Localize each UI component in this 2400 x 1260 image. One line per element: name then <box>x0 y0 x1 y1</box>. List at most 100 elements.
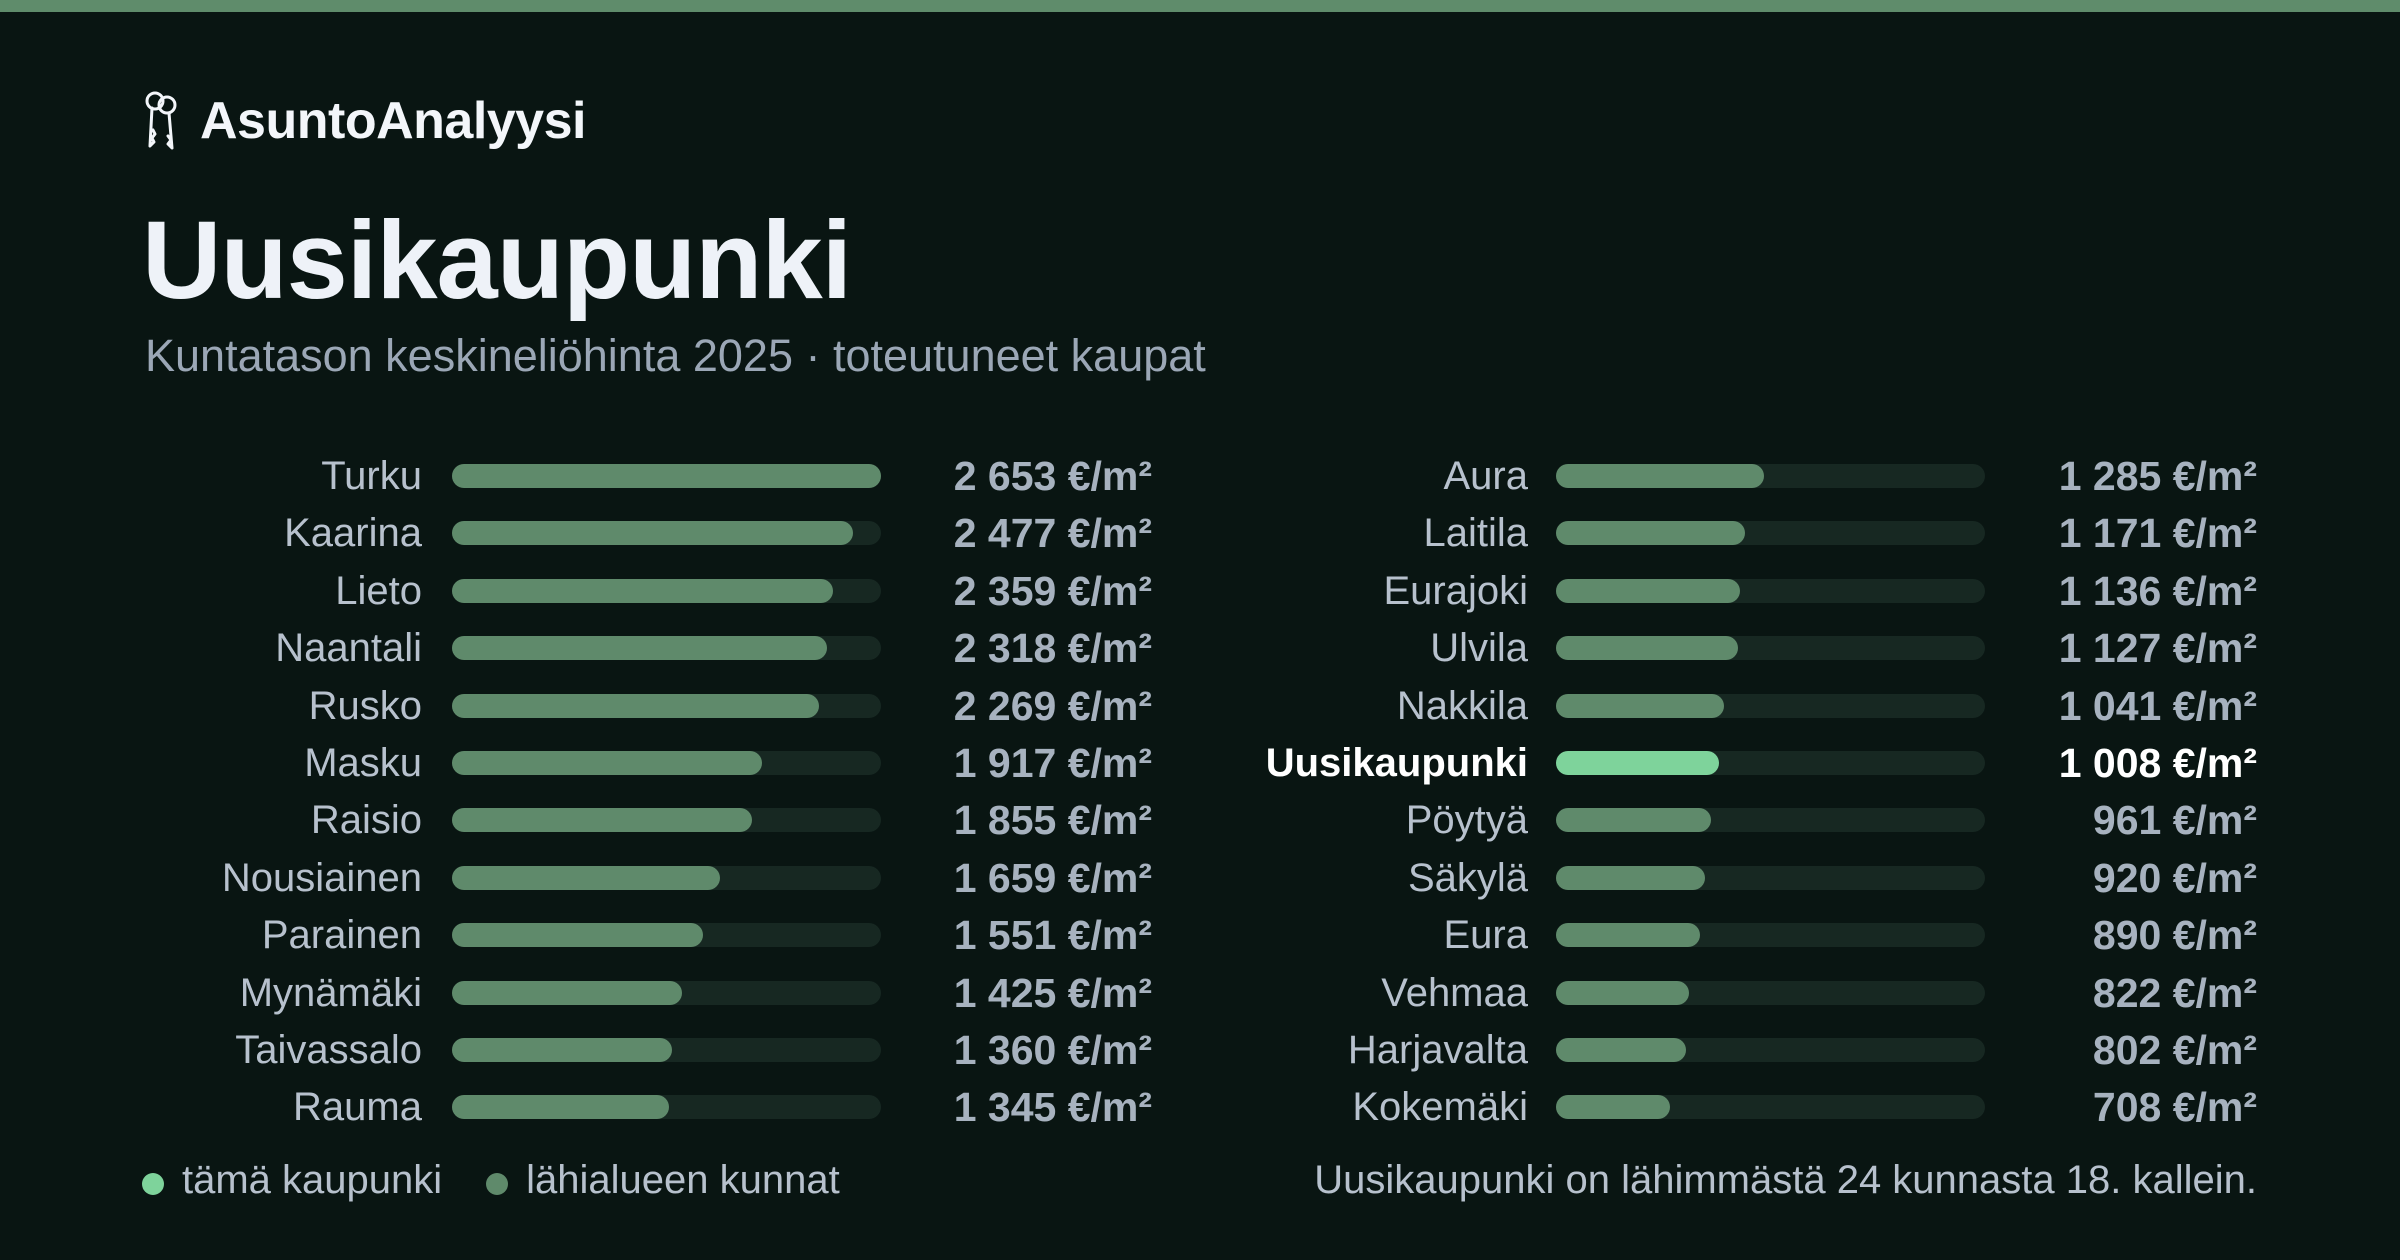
municipality-label: Lieto <box>335 569 422 613</box>
municipality-label: Turku <box>321 454 422 498</box>
value-label: 2 359 €/m² <box>953 568 1152 614</box>
chart-row: Harjavalta 802 €/m² <box>1245 1022 2257 1079</box>
bar <box>452 866 720 890</box>
value-label: 2 318 €/m² <box>953 625 1152 671</box>
municipality-label: Ulvila <box>1430 626 1528 670</box>
bar-track <box>1556 464 1985 488</box>
bar-track <box>452 579 881 603</box>
bar <box>1556 694 1724 718</box>
bar-track <box>1556 694 1985 718</box>
legend-dot-nearby <box>486 1173 509 1195</box>
brand: AsuntoAnalyysi <box>142 88 586 154</box>
municipality-label: Eura <box>1443 913 1529 957</box>
value-label: 961 €/m² <box>2092 797 2257 843</box>
municipality-label: Kokemäki <box>1352 1085 1528 1129</box>
chart-row: Vehmaa 822 €/m² <box>1245 965 2257 1022</box>
bar <box>452 694 819 718</box>
bar <box>452 751 762 775</box>
municipality-label: Nousiainen <box>221 856 422 900</box>
bar-track <box>452 1038 881 1062</box>
bar <box>452 1095 669 1119</box>
chart-row: Parainen 1 551 €/m² <box>142 907 1152 964</box>
bar-track <box>1556 808 1985 832</box>
bar-track <box>1556 1038 1985 1062</box>
value-label: 1 425 €/m² <box>953 970 1152 1016</box>
bar-track <box>452 521 881 545</box>
municipality-label: Rusko <box>308 684 422 728</box>
rank-footnote: Uusikaupunki on lähimmästä 24 kunnasta 1… <box>1314 1158 2257 1202</box>
legend-item-this-city: tämä kaupunki <box>142 1158 442 1203</box>
municipality-label: Vehmaa <box>1381 971 1528 1015</box>
chart-row: Eurajoki 1 136 €/m² <box>1245 563 2257 620</box>
bar <box>1556 521 1745 545</box>
chart-row: Eura 890 €/m² <box>1245 907 2258 964</box>
bar-track <box>452 464 881 488</box>
value-label: 1 136 €/m² <box>2058 568 2257 614</box>
chart-column-left: Turku 2 653 €/m² Kaarina 2 477 €/m² Lieto 2 3… <box>142 448 1152 1137</box>
bar <box>452 923 703 947</box>
value-label: 920 €/m² <box>2092 855 2257 901</box>
bar <box>1556 866 1705 890</box>
municipality-label: Rauma <box>293 1085 422 1129</box>
bar <box>1556 464 1764 488</box>
bar-track <box>452 923 881 947</box>
value-label: 1 855 €/m² <box>953 797 1152 843</box>
bar-track <box>1556 751 1985 775</box>
legend-dot-highlight <box>142 1173 164 1195</box>
chart-row: Turku 2 653 €/m² <box>142 448 1152 505</box>
value-label: 822 €/m² <box>2092 970 2257 1016</box>
bar-track <box>1556 521 1985 545</box>
chart-row: Uusikaupunki 1 008 €/m² <box>1245 735 2257 792</box>
chart-row: Ulvila 1 127 €/m² <box>1245 620 2257 677</box>
municipality-label: Säkylä <box>1407 856 1528 900</box>
chart-row: Nousiainen 1 659 €/m² <box>142 850 1152 907</box>
chart-column-right: Aura 1 285 €/m² Laitila 1 171 €/m² Eurajoki 1… <box>1245 448 2257 1137</box>
bar-track <box>1556 866 1985 890</box>
bar <box>1556 923 1700 947</box>
bar-track <box>452 694 881 718</box>
bar <box>1556 751 1719 775</box>
chart-row: Raisio 1 855 €/m² <box>142 792 1152 849</box>
bar-track <box>1556 1095 1985 1119</box>
top-accent-bar <box>0 0 2400 12</box>
chart-row: Kaarina 2 477 €/m² <box>142 505 1152 562</box>
municipality-label: Kaarina <box>284 511 422 555</box>
brand-name: AsuntoAnalyysi <box>200 92 586 150</box>
municipality-label: Mynämäki <box>239 971 422 1015</box>
page-subtitle: Kuntatason keskineliöhinta 2025 · toteut… <box>145 330 1206 381</box>
value-label: 1 360 €/m² <box>953 1027 1152 1073</box>
bar-track <box>1556 981 1985 1005</box>
value-label: 1 917 €/m² <box>953 740 1152 786</box>
value-label: 708 €/m² <box>2092 1084 2257 1130</box>
bar <box>1556 1038 1686 1062</box>
chart-row: Mynämäki 1 425 €/m² <box>142 965 1152 1022</box>
bar-track <box>452 1095 881 1119</box>
bar-track <box>452 751 881 775</box>
chart-row: Rauma 1 345 €/m² <box>142 1079 1152 1136</box>
municipality-label: Uusikaupunki <box>1265 741 1528 785</box>
municipality-label: Masku <box>304 741 422 785</box>
value-label: 2 653 €/m² <box>953 453 1152 499</box>
bar-track <box>452 866 881 890</box>
municipality-label: Harjavalta <box>1347 1028 1528 1072</box>
municipality-label: Nakkila <box>1396 684 1528 728</box>
bar <box>1556 1095 1670 1119</box>
legend-item-nearby: lähialueen kunnat <box>486 1158 840 1203</box>
legend-label-nearby: lähialueen kunnat <box>526 1157 840 1202</box>
chart-row: Naantali 2 318 €/m² <box>142 620 1152 677</box>
bar <box>452 636 827 660</box>
chart-row: Kokemäki 708 €/m² <box>1245 1079 2257 1136</box>
value-label: 1 041 €/m² <box>2058 683 2257 729</box>
chart-row: Aura 1 285 €/m² <box>1245 448 2258 505</box>
bar <box>452 808 752 832</box>
bar-track <box>1556 923 1985 947</box>
keys-icon <box>145 91 177 150</box>
municipality-label: Naantali <box>275 626 422 670</box>
bar <box>452 521 853 545</box>
municipality-label: Aura <box>1443 454 1529 498</box>
value-label: 1 008 €/m² <box>2058 740 2257 786</box>
value-label: 1 659 €/m² <box>953 855 1152 901</box>
value-label: 890 €/m² <box>2092 912 2257 958</box>
municipality-label: Taivassalo <box>235 1028 422 1072</box>
bar-track <box>1556 636 1985 660</box>
